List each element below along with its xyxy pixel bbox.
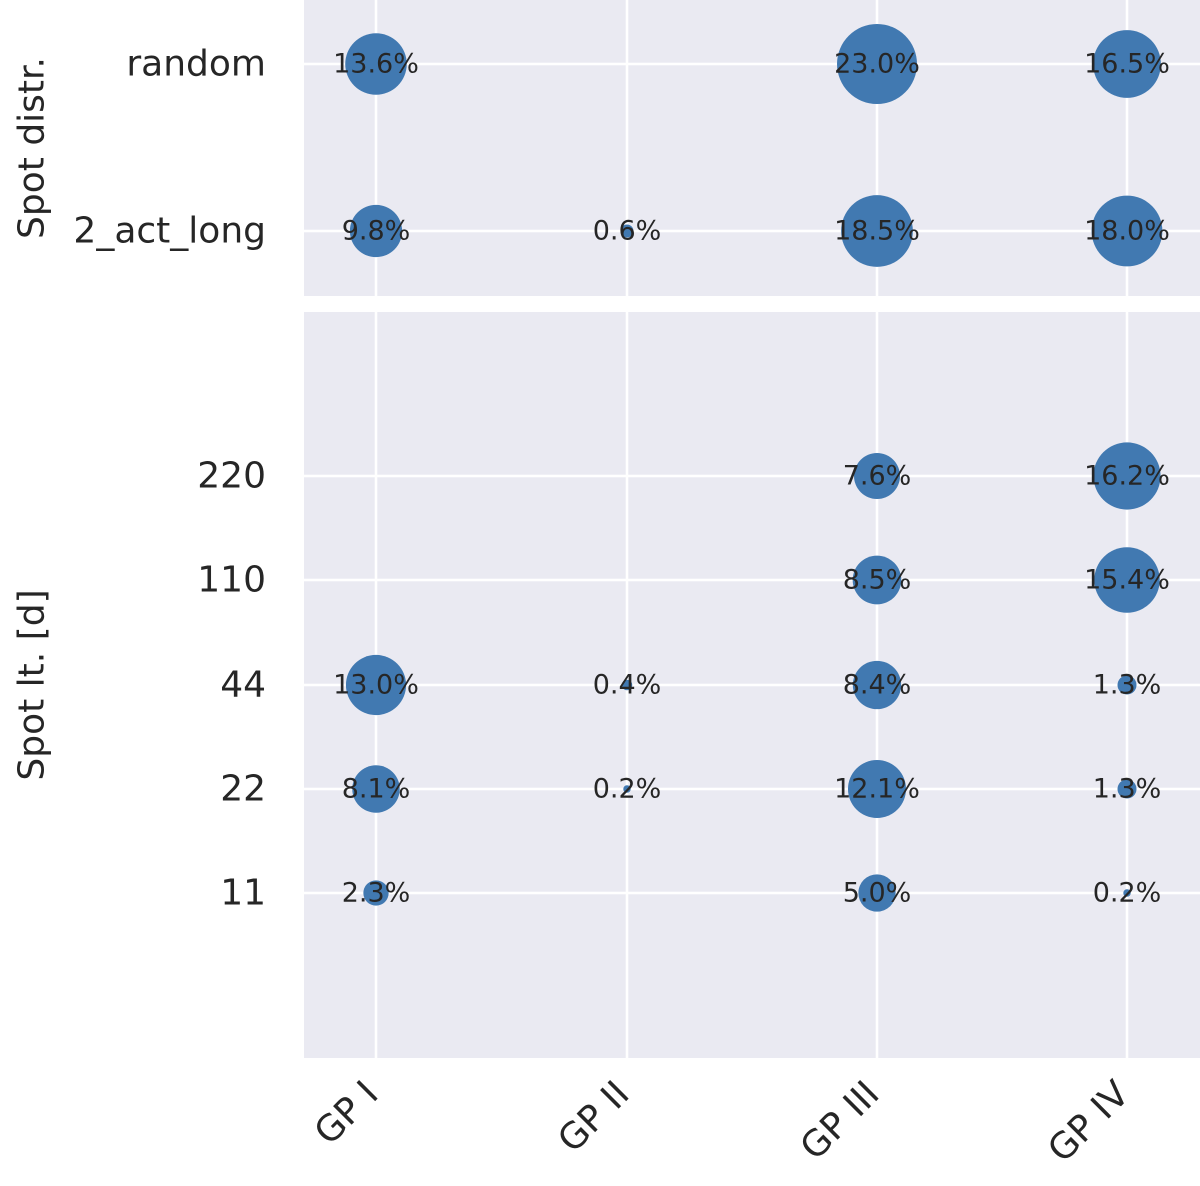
bubble xyxy=(349,204,403,258)
data-label: 16.2% xyxy=(1084,461,1170,492)
bubble xyxy=(1093,30,1161,98)
data-label: 1.3% xyxy=(1093,774,1162,805)
bubble xyxy=(1093,442,1161,510)
data-label: 0.2% xyxy=(593,774,662,805)
bubble xyxy=(858,874,896,912)
data-label: 0.6% xyxy=(593,216,662,247)
y-tick-label: 110 xyxy=(197,560,266,601)
bubble xyxy=(1117,779,1137,799)
bubble xyxy=(847,759,907,819)
data-label: 0.4% xyxy=(593,670,662,701)
y-axis-title: Spot distr. xyxy=(12,57,53,239)
bubble xyxy=(620,224,634,238)
plot-area-top xyxy=(304,0,1200,296)
bubble xyxy=(837,24,917,104)
bubble xyxy=(345,33,407,95)
bubble xyxy=(363,880,389,906)
bubble xyxy=(345,654,407,716)
data-label: 5.0% xyxy=(843,878,912,909)
bubble xyxy=(623,785,631,793)
y-tick-label: random xyxy=(126,44,266,85)
data-label: 8.1% xyxy=(342,774,411,805)
x-tick-label: GP III xyxy=(793,1074,888,1169)
data-label: 13.6% xyxy=(333,49,419,80)
bubble xyxy=(854,453,900,499)
data-label: 18.5% xyxy=(834,216,920,247)
data-label: 9.8% xyxy=(342,216,411,247)
data-label: 15.4% xyxy=(1084,565,1170,596)
data-label: 0.2% xyxy=(1093,878,1162,909)
data-label: 1.3% xyxy=(1093,670,1162,701)
data-label: 13.0% xyxy=(333,670,419,701)
data-label: 7.6% xyxy=(843,461,912,492)
data-label: 23.0% xyxy=(834,49,920,80)
bubble xyxy=(1091,195,1163,267)
x-tick-label: GP IV xyxy=(1040,1073,1137,1170)
bubble xyxy=(1094,547,1160,613)
x-tick-label: GP I xyxy=(307,1074,387,1154)
bubble xyxy=(852,660,902,710)
bubble xyxy=(621,679,633,691)
data-label: 16.5% xyxy=(1084,49,1170,80)
data-label: 8.5% xyxy=(843,565,912,596)
data-label: 2.3% xyxy=(342,878,411,909)
y-tick-label: 44 xyxy=(220,665,266,706)
x-tick-label: GP II xyxy=(550,1074,637,1161)
y-tick-label: 22 xyxy=(220,769,266,810)
data-label: 18.0% xyxy=(1084,216,1170,247)
y-axis-title: Spot lt. [d] xyxy=(12,589,53,780)
bubble xyxy=(841,195,913,267)
bubble xyxy=(1117,675,1137,695)
bubble xyxy=(352,765,400,813)
bubble xyxy=(1123,889,1131,897)
y-tick-label: 2_act_long xyxy=(73,211,266,252)
data-label: 12.1% xyxy=(834,774,920,805)
bubble xyxy=(852,555,902,605)
y-tick-label: 220 xyxy=(197,456,266,497)
data-label: 8.4% xyxy=(843,670,912,701)
y-tick-label: 11 xyxy=(220,873,266,914)
